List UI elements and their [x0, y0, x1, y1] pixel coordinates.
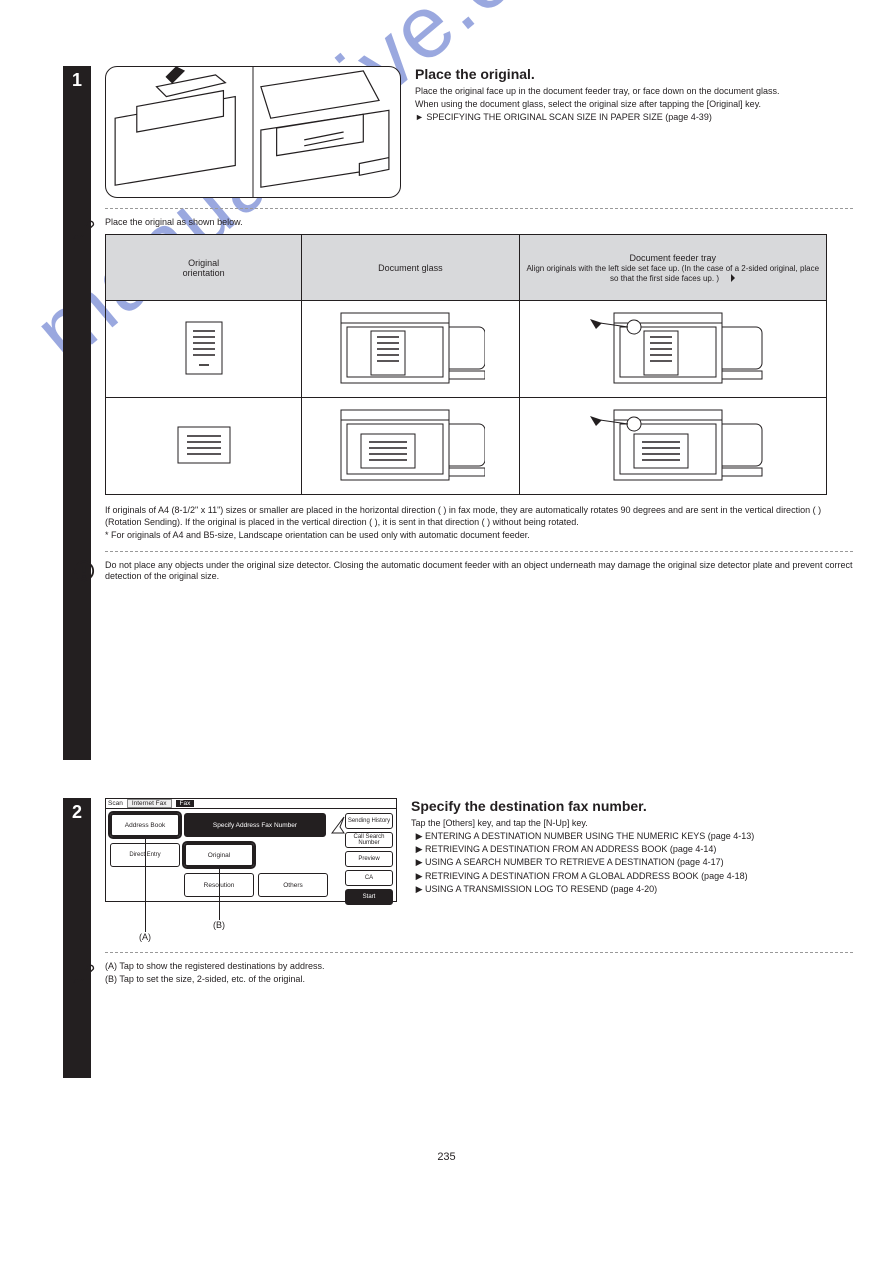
landscape-feeder-cell	[519, 398, 826, 495]
specify-address-bar[interactable]: Specify Address Fax Number	[184, 813, 326, 837]
hdr-scan: Scan	[108, 800, 123, 807]
orientation-table: Original orientation Document glass Docu…	[105, 234, 827, 495]
step-bar-2	[63, 798, 91, 1078]
call-search-button[interactable]: Call Search Number	[345, 832, 393, 848]
landscape-orig-cell	[106, 398, 302, 495]
hdr-fax: Fax	[176, 800, 195, 807]
step1-para2a: When using the document glass, select th…	[415, 99, 853, 110]
dest-method-link[interactable]: USING A SEARCH NUMBER TO RETRIEVE A DEST…	[425, 857, 853, 868]
page-number: 235	[0, 1151, 893, 1163]
note-callout-a: (A) Tap to show the registered destinati…	[105, 961, 853, 972]
send-icon	[330, 813, 346, 837]
sending-history-button[interactable]: Sending History	[345, 813, 393, 829]
th-original-orientation: Original orientation	[106, 235, 302, 301]
preview-button[interactable]: Preview	[345, 851, 393, 867]
step-number-1: 1	[63, 70, 91, 91]
note-icon	[73, 217, 95, 239]
touch-panel: Scan Internet Fax Fax Address Book Speci…	[105, 798, 397, 902]
step-1-title: Place the original.	[415, 66, 853, 84]
step-2-section: 2 Scan Internet Fax Fax Address Book	[63, 798, 853, 1078]
start-button[interactable]: Start	[345, 889, 393, 905]
landscape-glass-cell	[302, 398, 519, 495]
step1-para2-link[interactable]: ► SPECIFYING THE ORIGINAL SCAN SIZE IN P…	[415, 112, 853, 123]
note-callout-b: (B) Tap to set the size, 2-sided, etc. o…	[105, 974, 853, 985]
arrow-icon	[722, 273, 736, 283]
hdr-ifax: Internet Fax	[127, 799, 172, 808]
others-button[interactable]: Others	[258, 873, 328, 897]
action-panel: Sending History Call Search Number Previ…	[345, 813, 393, 905]
portrait-doc-icon	[185, 321, 223, 375]
step2-lead: Tap the [Others] key, and tap the [N-Up]…	[411, 818, 853, 829]
step1-para1: Place the original face up in the docume…	[415, 86, 853, 97]
callout-b-label: (B)	[213, 920, 225, 930]
caution-icon	[73, 560, 95, 582]
th-document-glass: Document glass	[302, 235, 519, 301]
step-1-section: 1	[63, 66, 853, 760]
panel-header: Scan Internet Fax Fax	[106, 799, 396, 809]
step-2-title: Specify the destination fax number.	[411, 798, 853, 816]
step-bar	[63, 66, 91, 760]
place-original-illustration	[105, 66, 401, 198]
caution-text: Do not place any objects under the origi…	[105, 560, 853, 583]
note-intro: Place the original as shown below.	[105, 217, 853, 228]
rotation-note: If originals of A4 (8-1/2" x 11") sizes …	[105, 505, 853, 528]
address-book-button[interactable]: Address Book	[110, 813, 180, 837]
landscape-footnote: * For originals of A4 and B5-size, Lands…	[105, 530, 853, 541]
copier-feeder-landscape-icon	[578, 402, 768, 488]
note-icon	[73, 961, 95, 983]
dest-method-link[interactable]: RETRIEVING A DESTINATION FROM AN ADDRESS…	[425, 844, 853, 855]
portrait-orig-cell	[106, 301, 302, 398]
dest-method-link[interactable]: USING A TRANSMISSION LOG TO RESEND (page…	[425, 884, 853, 895]
callout-b-line	[219, 866, 220, 920]
copier-glass-landscape-icon	[335, 402, 485, 488]
th-document-feeder: Document feeder tray Align originals wit…	[519, 235, 826, 301]
landscape-doc-icon	[177, 426, 231, 464]
callout-a-label: (A)	[139, 932, 151, 942]
callout-a-line	[145, 836, 146, 932]
portrait-feeder-cell	[519, 301, 826, 398]
ca-button[interactable]: CA	[345, 870, 393, 886]
page: manualshive.com 1	[0, 0, 893, 1263]
copier-feeder-portrait-icon	[578, 305, 768, 391]
step-number-2: 2	[63, 802, 91, 823]
original-button[interactable]: Original	[184, 843, 254, 867]
dest-method-link[interactable]: RETRIEVING A DESTINATION FROM A GLOBAL A…	[425, 871, 853, 882]
copier-glass-portrait-icon	[335, 305, 485, 391]
dest-method-link[interactable]: ENTERING A DESTINATION NUMBER USING THE …	[425, 831, 853, 842]
portrait-glass-cell	[302, 301, 519, 398]
